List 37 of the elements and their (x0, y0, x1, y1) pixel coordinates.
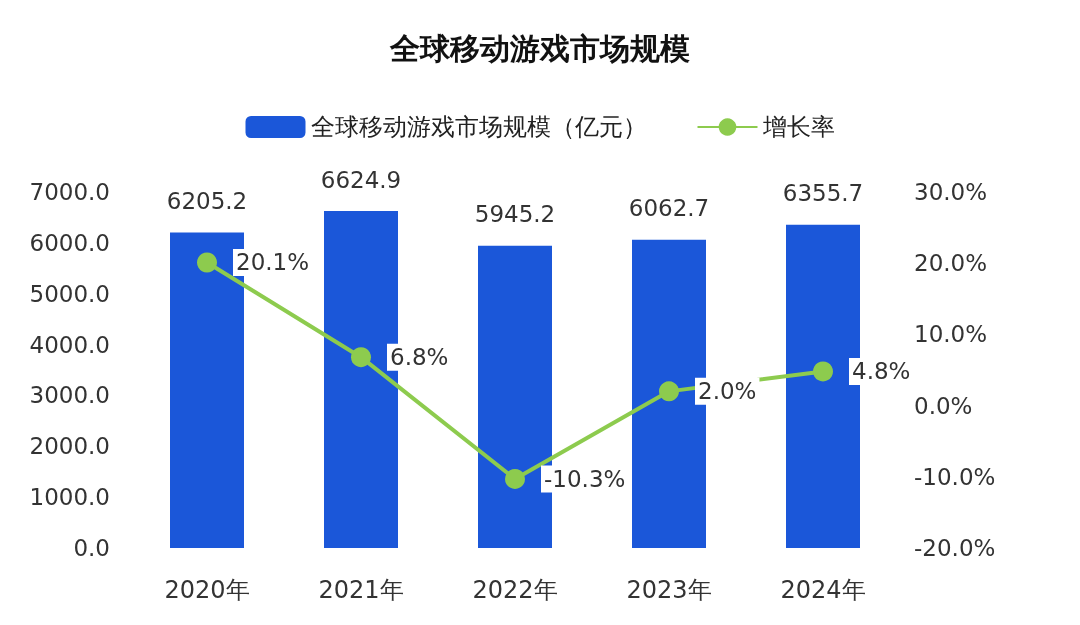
point (659, 381, 679, 402)
data-label: 6624.9 (320, 166, 402, 193)
x-tick-label: 2020年 (164, 576, 250, 604)
data-label: 6.8% (390, 344, 449, 371)
data-label: 2.0% (698, 378, 757, 405)
y-tick-label: 0.0 (73, 535, 110, 561)
point (813, 361, 833, 382)
y-tick-label: 3000.0 (29, 382, 110, 409)
y2-tick-label: -10.0% (914, 463, 996, 490)
y-tick-label: 4000.0 (29, 331, 110, 358)
x-tick-label: 2024年 (780, 576, 866, 604)
legend-label: 全球移动游戏市场规模（亿元） (310, 113, 647, 141)
data-label: 5945.2 (474, 201, 556, 228)
y2-tick-label: 30.0% (914, 179, 988, 205)
y2-tick-label: 10.0% (914, 321, 988, 348)
point (197, 252, 217, 273)
data-label: 6355.7 (782, 180, 864, 207)
y-tick-label: 1000.0 (29, 484, 110, 511)
data-label: 4.8% (852, 358, 911, 385)
data-label: -10.3% (544, 465, 626, 492)
y-tick-label: 2000.0 (29, 433, 110, 460)
y-tick-label: 5000.0 (29, 280, 110, 307)
x-tick-label: 2022年 (472, 576, 558, 604)
point (505, 468, 525, 489)
y-tick-label: 7000.0 (29, 179, 110, 205)
y-tick-label: 6000.0 (29, 229, 110, 256)
data-label: 6062.7 (628, 195, 710, 222)
y2-tick-label: 0.0% (914, 392, 973, 419)
chart-title: 全球移动游戏市场规模 (389, 30, 690, 66)
y2-tick-label: 20.0% (914, 250, 988, 277)
legend-label: 增长率 (761, 113, 835, 141)
point (351, 347, 371, 368)
x-tick-label: 2021年 (318, 576, 404, 604)
x-tick-label: 2023年 (626, 576, 712, 604)
y2-tick-label: -20.0% (914, 535, 996, 561)
data-label: 20.1% (236, 249, 310, 276)
data-label: 6205.2 (166, 187, 248, 214)
